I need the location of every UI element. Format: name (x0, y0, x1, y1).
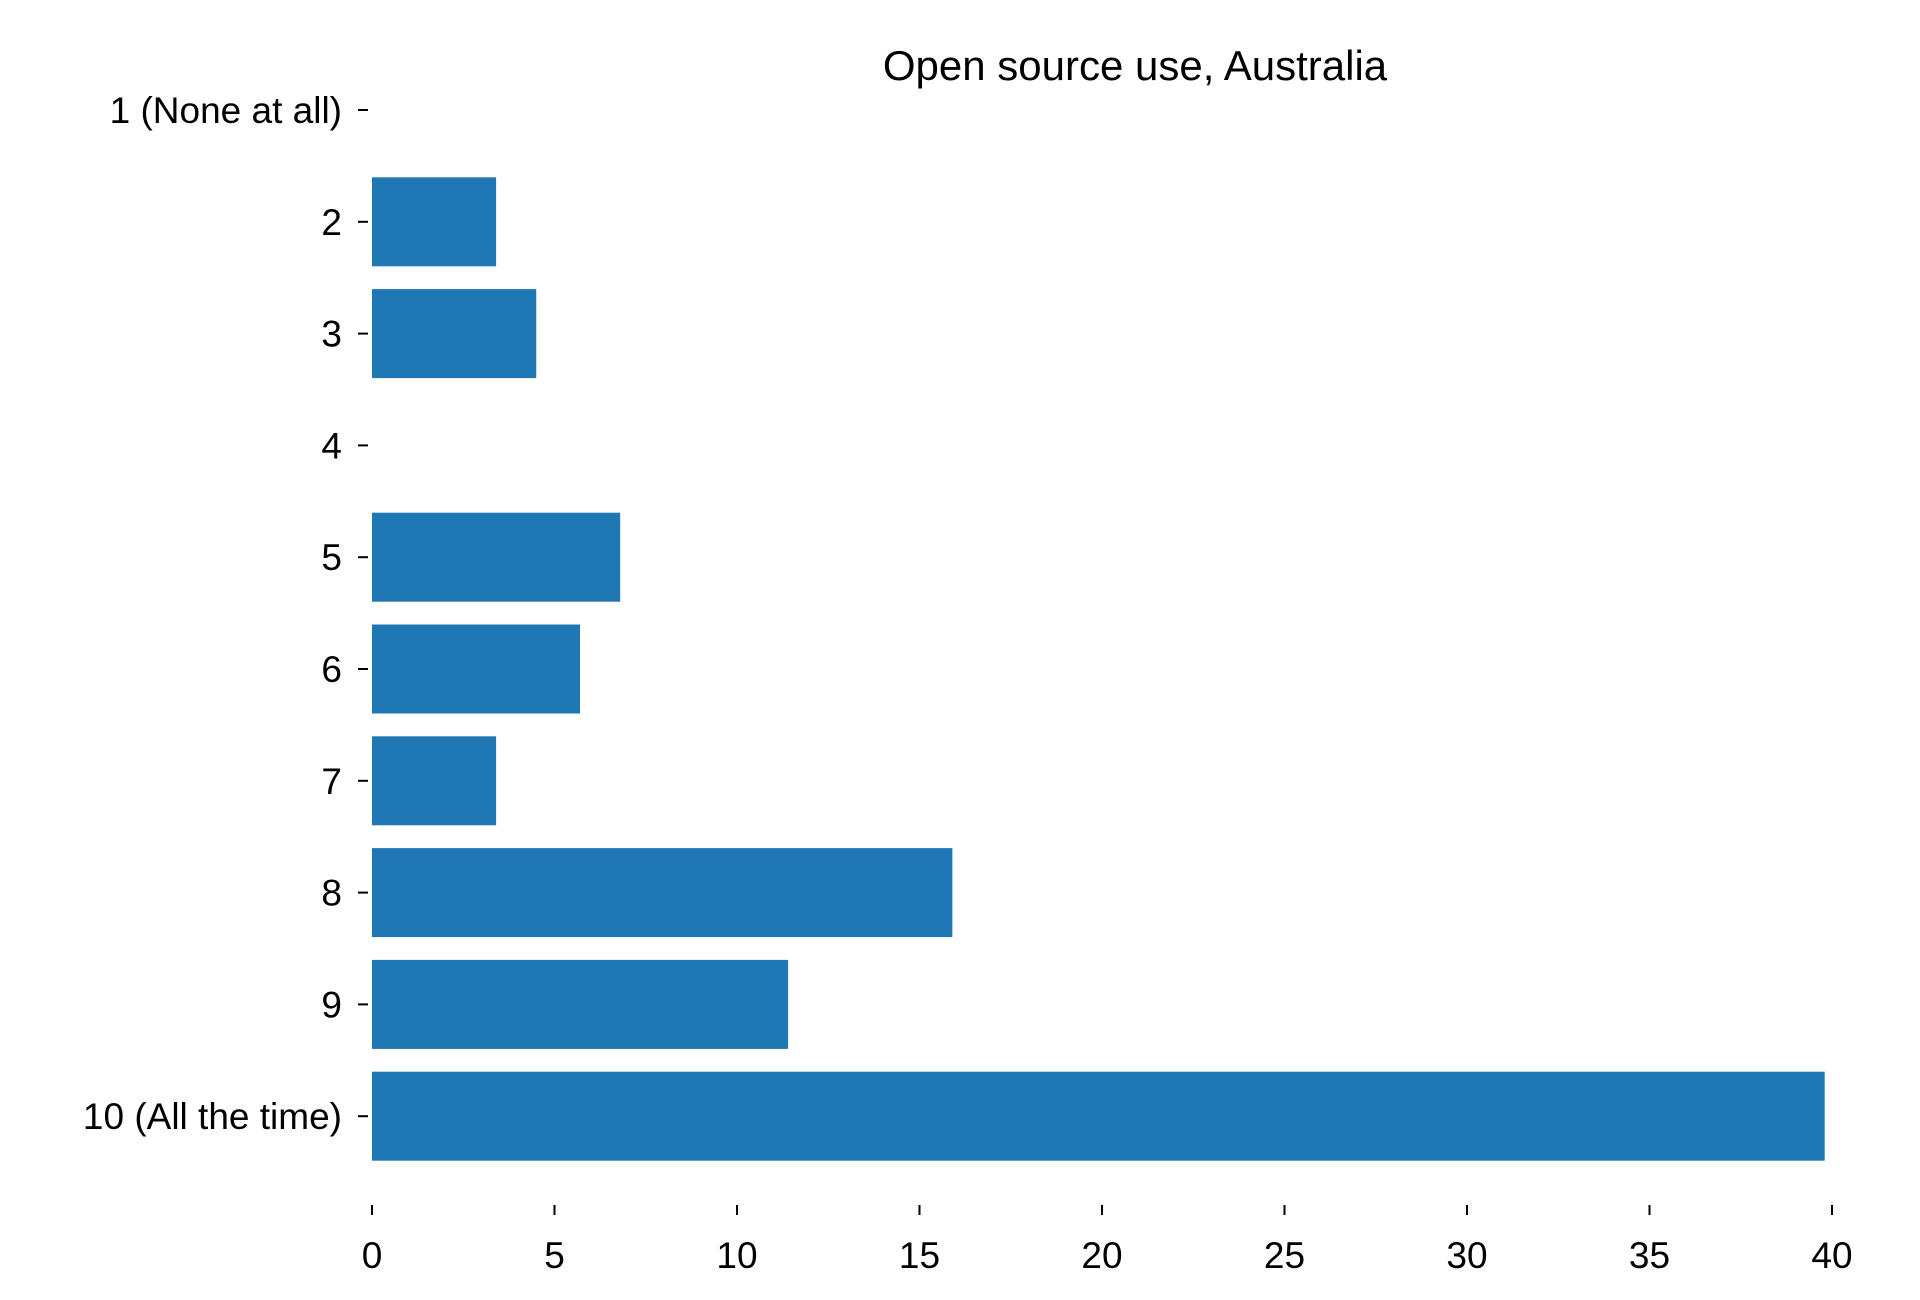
x-tick-label: 30 (1446, 1235, 1487, 1276)
bars-group (372, 177, 1825, 1161)
y-tick-label: 5 (321, 537, 342, 578)
y-tick-label: 1 (None at all) (110, 90, 342, 131)
y-tick-label: 4 (321, 425, 342, 466)
y-tick-label: 9 (321, 984, 342, 1025)
x-tick-label: 35 (1629, 1235, 1670, 1276)
bar-2 (372, 177, 497, 267)
y-tick-label: 6 (321, 649, 342, 690)
y-tick-label: 8 (321, 873, 342, 914)
y-tick-label: 7 (321, 761, 342, 802)
bar-8 (372, 848, 953, 938)
y-tick-label: 3 (321, 314, 342, 355)
bar-7 (372, 736, 497, 826)
bar-5 (372, 512, 621, 602)
x-tick-label: 0 (362, 1235, 383, 1276)
bar-3 (372, 289, 537, 379)
bar-10 (372, 1071, 1825, 1161)
chart-title: Open source use, Australia (883, 42, 1388, 89)
y-tick-label: 2 (321, 202, 342, 243)
y-tick-label: 10 (All the time) (83, 1096, 342, 1137)
x-tick-label: 5 (544, 1235, 565, 1276)
x-tick-label: 10 (716, 1235, 757, 1276)
x-tick-label: 20 (1081, 1235, 1122, 1276)
x-tick-label: 25 (1264, 1235, 1305, 1276)
y-axis: 1 (None at all) 2 3 4 5 6 7 8 9 10 (All the time) (83, 90, 368, 1137)
bar-9 (372, 959, 789, 1049)
x-tick-label: 15 (899, 1235, 940, 1276)
x-tick-label: 40 (1811, 1235, 1852, 1276)
x-axis: 0 5 10 15 20 25 30 35 40 (362, 1205, 1853, 1276)
bar-6 (372, 624, 581, 714)
